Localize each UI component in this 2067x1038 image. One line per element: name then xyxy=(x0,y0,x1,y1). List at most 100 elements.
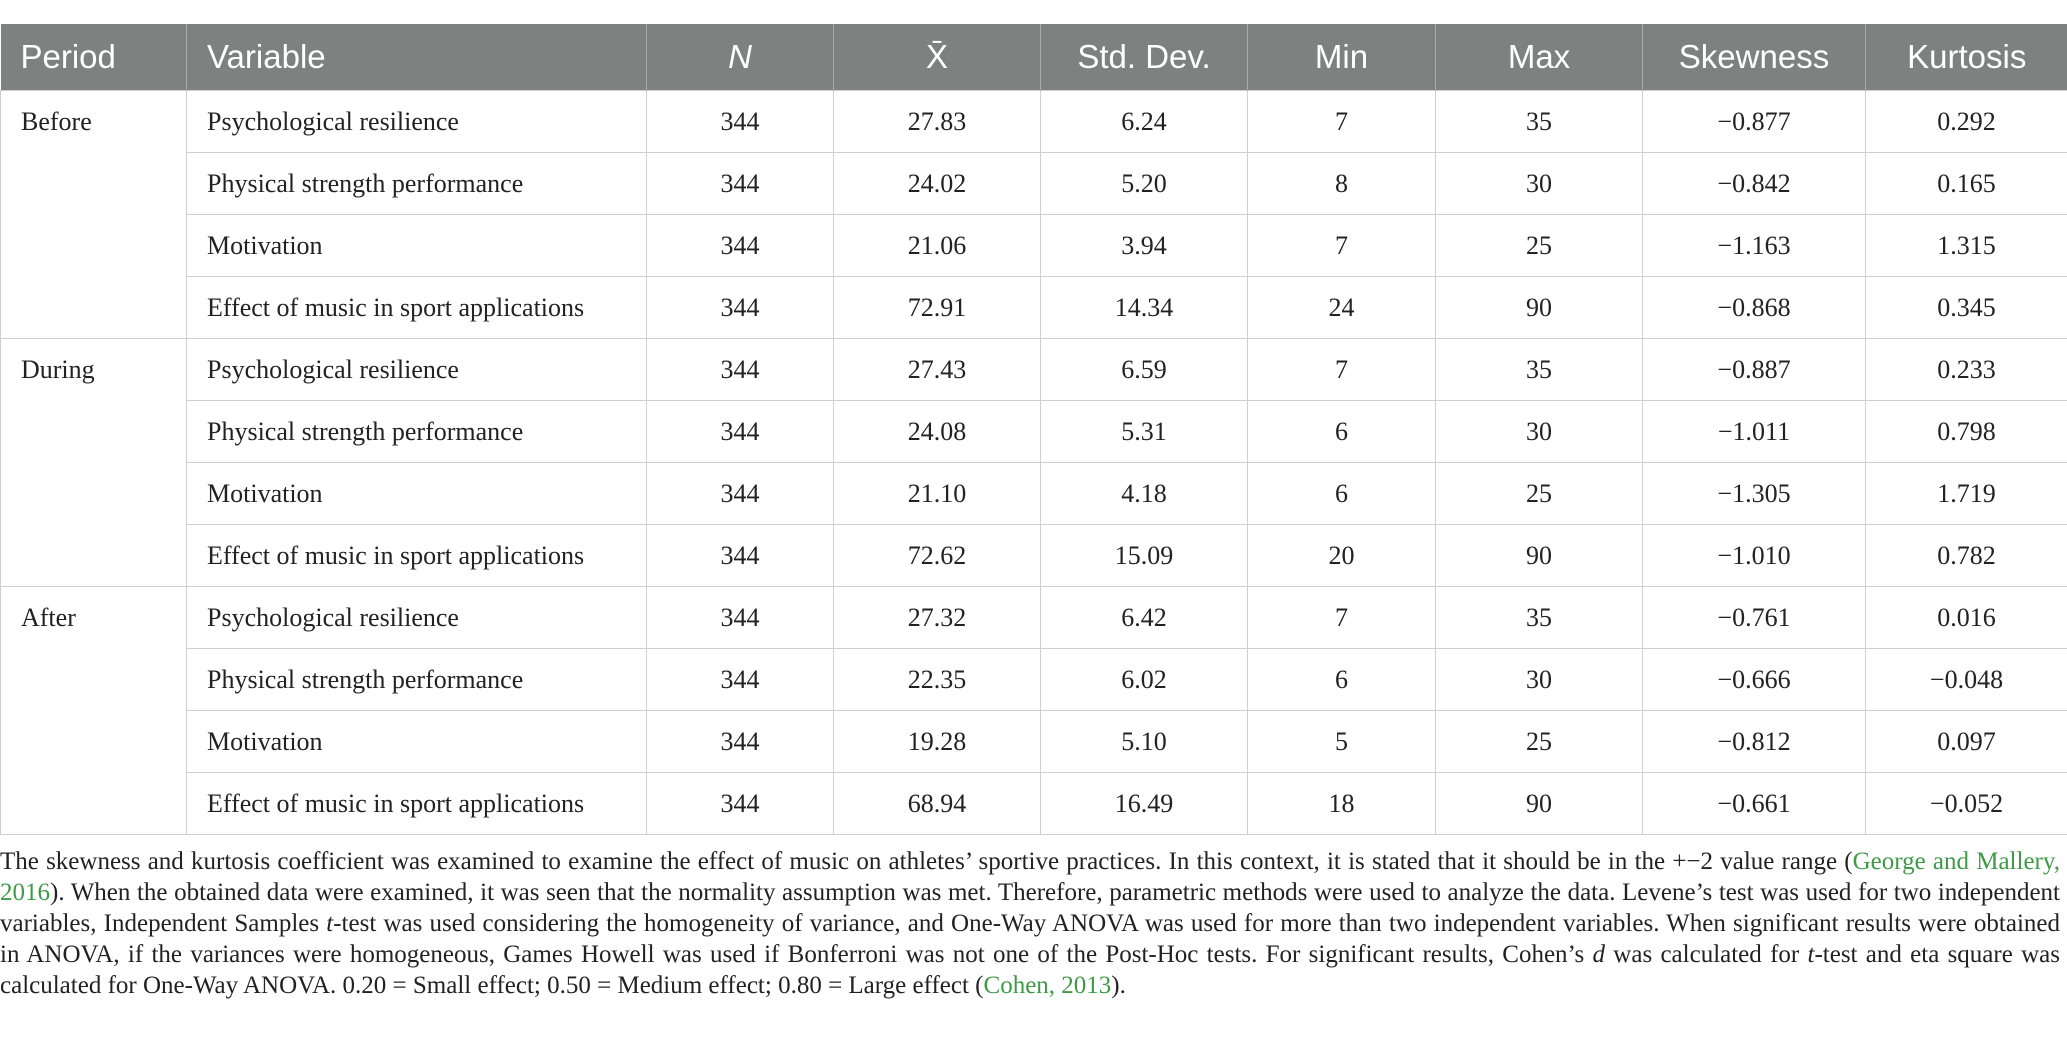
table-body: Before Psychological resilience 344 27.83 6.… xyxy=(0,90,2067,835)
note-italic: t xyxy=(1807,941,1815,968)
value-cell: 344 xyxy=(646,524,834,587)
column-header: Std. Dev. xyxy=(1040,24,1248,91)
value-cell: 0.097 xyxy=(1865,710,2067,773)
footnote: The skewness and kurtosis coefficient wa… xyxy=(0,846,2060,1001)
value-cell: −0.842 xyxy=(1642,152,1866,215)
value-cell: 30 xyxy=(1435,400,1643,463)
variable-cell: Effect of music in sport applications xyxy=(186,524,647,587)
table-row: Before Psychological resilience 344 27.83 6.… xyxy=(0,90,2067,339)
value-cell: 35 xyxy=(1435,586,1643,649)
value-cell: −1.010 xyxy=(1642,524,1866,587)
note-italic: t xyxy=(326,910,334,937)
value-cell: 0.345 xyxy=(1865,276,2067,339)
column-header: N xyxy=(646,24,834,91)
note-text: was calculated for xyxy=(1605,941,1808,968)
value-cell: 4.18 xyxy=(1040,462,1248,525)
value-cell: 14.34 xyxy=(1040,276,1248,339)
value-cell: 35 xyxy=(1435,90,1643,153)
value-cell: 6.02 xyxy=(1040,648,1248,711)
value-cell: 5 xyxy=(1247,710,1436,773)
header-row: Period Variable N X̄ Std. Dev. Min Max Skewness… xyxy=(0,24,2067,91)
value-cell: 6 xyxy=(1247,462,1436,525)
variable-cell: Physical strength performance xyxy=(186,400,647,463)
value-cell: 0.798 xyxy=(1865,400,2067,463)
value-cell: 90 xyxy=(1435,524,1643,587)
value-cell: 344 xyxy=(646,648,834,711)
value-cell: 16.49 xyxy=(1040,772,1248,835)
value-cell: −1.011 xyxy=(1642,400,1866,463)
value-cell: −0.761 xyxy=(1642,586,1866,649)
note-text: The skewness and kurtosis coefficient wa… xyxy=(0,848,1853,875)
table-row: Physical strength performance 344 22.35 6.0… xyxy=(1,648,2067,711)
variable-cell: Physical strength performance xyxy=(186,152,647,215)
value-cell: 6.42 xyxy=(1040,586,1248,649)
value-cell: 5.31 xyxy=(1040,400,1248,463)
value-cell: 18 xyxy=(1247,772,1436,835)
value-cell: 0.233 xyxy=(1865,338,2067,401)
table-row: Motivation 344 19.28 5.10 5 25 −0.812 0.097 xyxy=(1,710,2067,773)
value-cell: 0.165 xyxy=(1865,152,2067,215)
value-cell: 27.32 xyxy=(833,586,1041,649)
value-cell: 24.08 xyxy=(833,400,1041,463)
value-cell: 68.94 xyxy=(833,772,1041,835)
citation-link[interactable]: George and Mallery, 2016 xyxy=(0,848,2060,906)
variable-cell: Motivation xyxy=(186,710,647,773)
period-cell: Before xyxy=(0,90,187,339)
value-cell: 344 xyxy=(646,90,834,153)
table-row: Effect of music in sport applications 344… xyxy=(1,524,2067,587)
value-cell: 8 xyxy=(1247,152,1436,215)
value-cell: 24 xyxy=(1247,276,1436,339)
table-row: Physical strength performance 344 24.02 5.2… xyxy=(1,152,2067,215)
value-cell: −1.163 xyxy=(1642,214,1866,277)
value-cell: 90 xyxy=(1435,772,1643,835)
variable-cell: Psychological resilience xyxy=(186,338,647,401)
value-cell: 344 xyxy=(646,338,834,401)
column-header: Variable xyxy=(186,24,647,91)
table-row: During Psychological resilience 344 27.43 6.… xyxy=(0,338,2067,587)
value-cell: 24.02 xyxy=(833,152,1041,215)
value-cell: 6.24 xyxy=(1040,90,1248,153)
value-cell: 30 xyxy=(1435,648,1643,711)
value-cell: −0.868 xyxy=(1642,276,1866,339)
value-cell: 27.43 xyxy=(833,338,1041,401)
column-header: Max xyxy=(1435,24,1643,91)
note-italic: d xyxy=(1592,941,1606,968)
value-cell: 0.782 xyxy=(1865,524,2067,587)
value-cell: 344 xyxy=(646,214,834,277)
period-cell: During xyxy=(0,338,187,587)
value-cell: −0.666 xyxy=(1642,648,1866,711)
table-row: Effect of music in sport applications 344… xyxy=(1,772,2067,835)
value-cell: 344 xyxy=(646,586,834,649)
value-cell: 19.28 xyxy=(833,710,1041,773)
stats-table: Period Variable N X̄ Std. Dev. Min Max Skewness… xyxy=(0,24,2067,835)
note-text: -test was used considering the homogenei… xyxy=(0,910,2060,968)
table-row: Physical strength performance 344 24.08 5.3… xyxy=(1,400,2067,463)
value-cell: 21.10 xyxy=(833,462,1041,525)
value-cell: 1.315 xyxy=(1865,214,2067,277)
value-cell: 344 xyxy=(646,710,834,773)
value-cell: 344 xyxy=(646,276,834,339)
column-header: X̄ xyxy=(833,24,1041,91)
value-cell: 7 xyxy=(1247,338,1436,401)
value-cell: −0.661 xyxy=(1642,772,1866,835)
value-cell: −0.052 xyxy=(1865,772,2067,835)
value-cell: 27.83 xyxy=(833,90,1041,153)
variable-cell: Motivation xyxy=(186,214,647,277)
period-cell: After xyxy=(0,586,187,835)
value-cell: −0.812 xyxy=(1642,710,1866,773)
column-header: Kurtosis xyxy=(1865,24,2067,91)
value-cell: 0.292 xyxy=(1865,90,2067,153)
column-header: Min xyxy=(1247,24,1436,91)
value-cell: 344 xyxy=(646,152,834,215)
table-row: Effect of music in sport applications 344… xyxy=(1,276,2067,339)
variable-cell: Motivation xyxy=(186,462,647,525)
value-cell: 6.59 xyxy=(1040,338,1248,401)
value-cell: 7 xyxy=(1247,90,1436,153)
value-cell: 6 xyxy=(1247,400,1436,463)
value-cell: 5.20 xyxy=(1040,152,1248,215)
value-cell: 90 xyxy=(1435,276,1643,339)
value-cell: 1.719 xyxy=(1865,462,2067,525)
value-cell: −0.887 xyxy=(1642,338,1866,401)
citation-link[interactable]: Cohen, 2013 xyxy=(983,972,1112,999)
